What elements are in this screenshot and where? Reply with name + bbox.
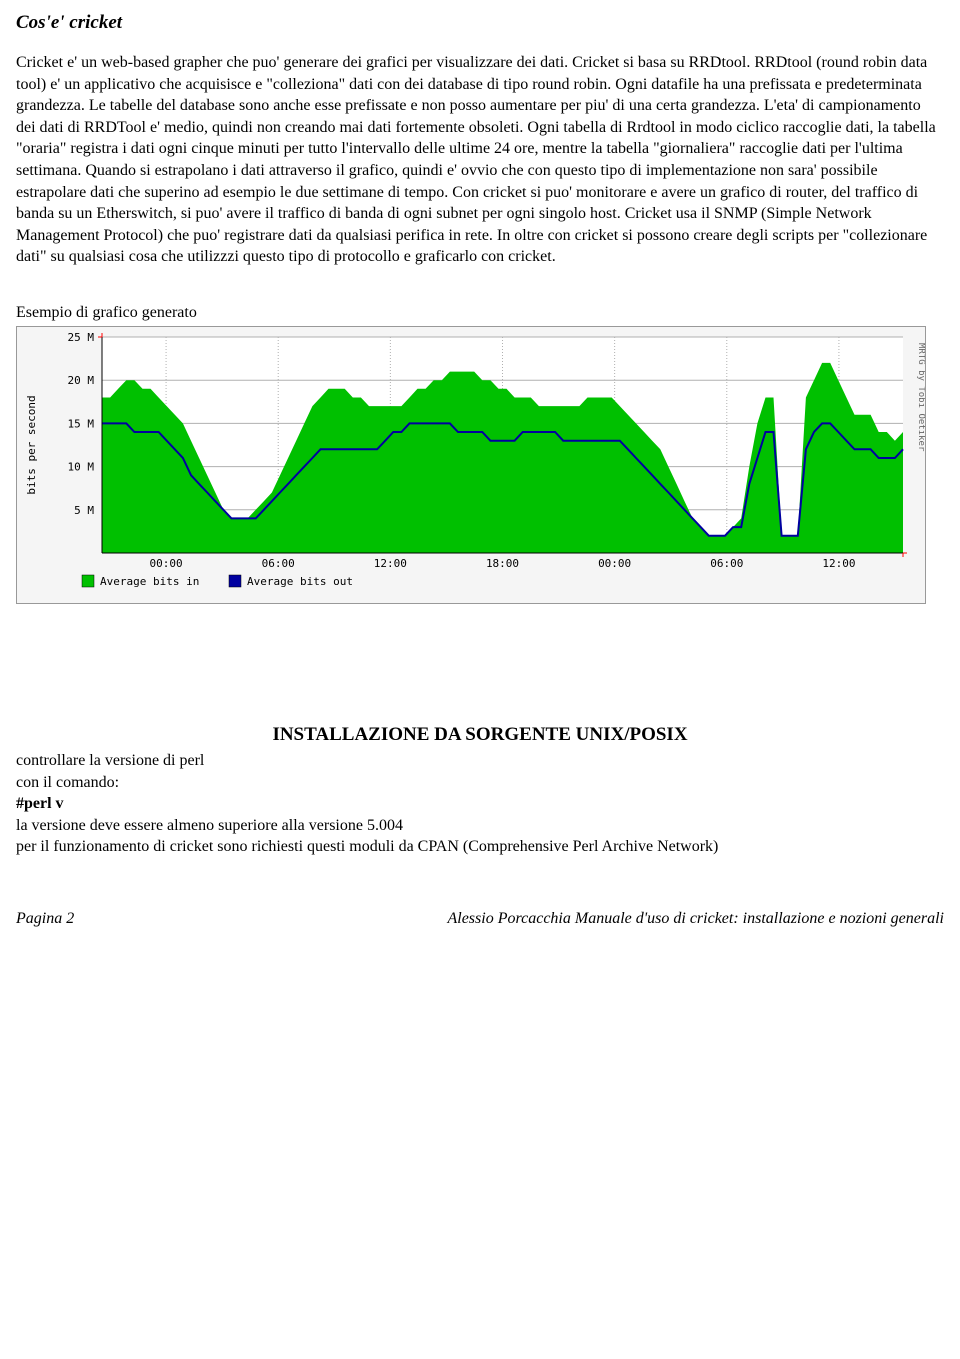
mrtg-chart: 5 M 10 M 15 M 20 M 25 M 00:00 06:00 12:00 18:00 0… [17, 327, 925, 603]
chart-caption: Esempio di grafico generato [16, 304, 944, 322]
svg-text:12:00: 12:00 [822, 557, 855, 570]
svg-text:00:00: 00:00 [150, 557, 183, 570]
svg-text:00:00: 00:00 [598, 557, 631, 570]
svg-text:Average bits out: Average bits out [247, 575, 353, 588]
chart-container: 5 M 10 M 15 M 20 M 25 M 00:00 06:00 12:00 18:00 0… [16, 326, 926, 604]
install-heading: INSTALLAZIONE DA SORGENTE UNIX/POSIX [16, 724, 944, 746]
install-line: #perl v [16, 793, 944, 815]
svg-text:5 M: 5 M [74, 504, 94, 517]
svg-text:06:00: 06:00 [710, 557, 743, 570]
svg-text:18:00: 18:00 [486, 557, 519, 570]
body-paragraph: Cricket e' un web-based grapher che puo'… [16, 52, 944, 268]
footer-left: Pagina 2 [16, 910, 74, 928]
install-line: la versione deve essere almeno superiore… [16, 815, 944, 837]
svg-text:06:00: 06:00 [262, 557, 295, 570]
page-title: Cos'e' cricket [16, 12, 944, 34]
page-footer: Pagina 2 Alessio Porcacchia Manuale d'us… [16, 910, 944, 928]
svg-text:20 M: 20 M [68, 374, 95, 387]
footer-right: Alessio Porcacchia Manuale d'uso di cric… [447, 910, 944, 928]
svg-text:25 M: 25 M [68, 331, 95, 344]
install-line: con il comando: [16, 772, 944, 794]
install-line: controllare la versione di perl [16, 750, 944, 772]
install-lines: controllare la versione di perlcon il co… [16, 750, 944, 858]
svg-text:MRTG by Tobi Oetiker: MRTG by Tobi Oetiker [916, 343, 925, 452]
svg-text:bits per second: bits per second [25, 395, 38, 494]
svg-text:Average bits in: Average bits in [100, 575, 199, 588]
svg-text:15 M: 15 M [68, 417, 95, 430]
svg-text:10 M: 10 M [68, 461, 95, 474]
install-line: per il funzionamento di cricket sono ric… [16, 836, 944, 858]
svg-text:12:00: 12:00 [374, 557, 407, 570]
